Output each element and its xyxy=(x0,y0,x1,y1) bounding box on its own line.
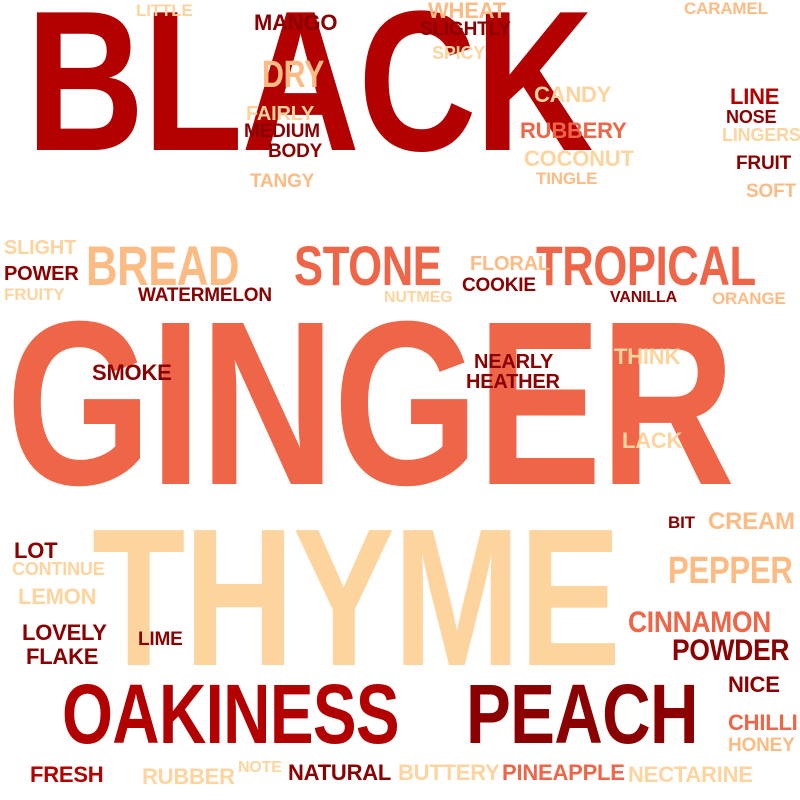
word-stone: STONE xyxy=(294,234,442,297)
word-nice: NICE xyxy=(728,672,780,697)
word-lot: LOT xyxy=(14,538,58,563)
word-pepper: PEPPER xyxy=(668,550,793,592)
word-vanilla: VANILLA xyxy=(610,289,678,306)
word-cookie: COOKIE xyxy=(462,275,536,296)
word-lemon: LEMON xyxy=(18,584,97,609)
word-coconut: COCONUT xyxy=(524,146,634,171)
word-lime: LIME xyxy=(138,629,183,650)
word-heather: HEATHER xyxy=(466,371,560,393)
word-chilli: CHILLI xyxy=(728,710,798,735)
word-floral: FLORAL xyxy=(470,253,550,275)
word-powder: POWDER xyxy=(672,634,790,667)
word-fruit: FRUIT xyxy=(736,153,791,174)
word-peach: PEACH xyxy=(466,667,699,761)
word-medium: MEDIUM xyxy=(244,121,320,142)
word-thyme: THYME xyxy=(92,488,621,707)
word-line: LINE xyxy=(730,84,780,109)
word-nearly: NEARLY xyxy=(474,351,554,373)
word-caramel: CARAMEL xyxy=(684,0,768,18)
word-bread: BREAD xyxy=(86,234,240,297)
word-candy: CANDY xyxy=(534,82,612,107)
word-spicy: SPICY xyxy=(432,43,486,63)
word-dry: DRY xyxy=(262,54,325,96)
word-tingle: TINGLE xyxy=(536,169,598,188)
word-orange: ORANGE xyxy=(712,289,786,308)
word-bit: BIT xyxy=(668,513,695,532)
word-body: BODY xyxy=(268,141,323,162)
word-little: LITTLE xyxy=(136,1,193,20)
word-honey: HONEY xyxy=(728,735,795,756)
word-black: BLACK xyxy=(26,0,593,193)
word-natural: NATURAL xyxy=(288,760,392,785)
word-soft: SOFT xyxy=(746,181,796,202)
word-slightly: SLIGHTLY xyxy=(420,19,511,40)
word-flake: FLAKE xyxy=(26,644,99,669)
word-rubbery: RUBBERY xyxy=(520,118,627,143)
word-ginger: GINGER xyxy=(6,272,735,534)
word-cream: CREAM xyxy=(708,508,795,535)
word-smoke: SMOKE xyxy=(92,360,172,385)
word-slight: SLIGHT xyxy=(4,237,77,259)
word-lack: LACK xyxy=(622,428,683,453)
word-mango: MANGO xyxy=(254,10,338,35)
word-lovely: LOVELY xyxy=(22,620,107,645)
word-power: POWER xyxy=(4,263,79,285)
word-note: NOTE xyxy=(238,759,282,776)
word-think: THINK xyxy=(614,344,681,369)
word-oakiness: OAKINESS xyxy=(62,667,400,761)
word-fairly: FAIRLY xyxy=(246,103,315,125)
word-continue: CONTINUE xyxy=(12,559,105,579)
word-buttery: BUTTERY xyxy=(398,760,500,785)
word-wheat: WHEAT xyxy=(428,0,506,23)
word-nose: NOSE xyxy=(726,107,777,127)
word-pineapple: PINEAPPLE xyxy=(502,760,625,785)
word-lingers: LINGERS xyxy=(722,125,800,145)
word-fresh: FRESH xyxy=(30,762,104,787)
word-nectarine: NECTARINE xyxy=(628,762,753,787)
word-cinnamon: CINNAMON xyxy=(628,606,772,639)
word-nutmeg: NUTMEG xyxy=(384,289,453,306)
word-fruity: FRUITY xyxy=(4,285,65,304)
word-tangy: TANGY xyxy=(250,171,315,192)
word-watermelon: WATERMELON xyxy=(138,285,272,306)
word-rubber: RUBBER xyxy=(142,764,235,789)
word-tropical: TROPICAL xyxy=(536,234,756,297)
